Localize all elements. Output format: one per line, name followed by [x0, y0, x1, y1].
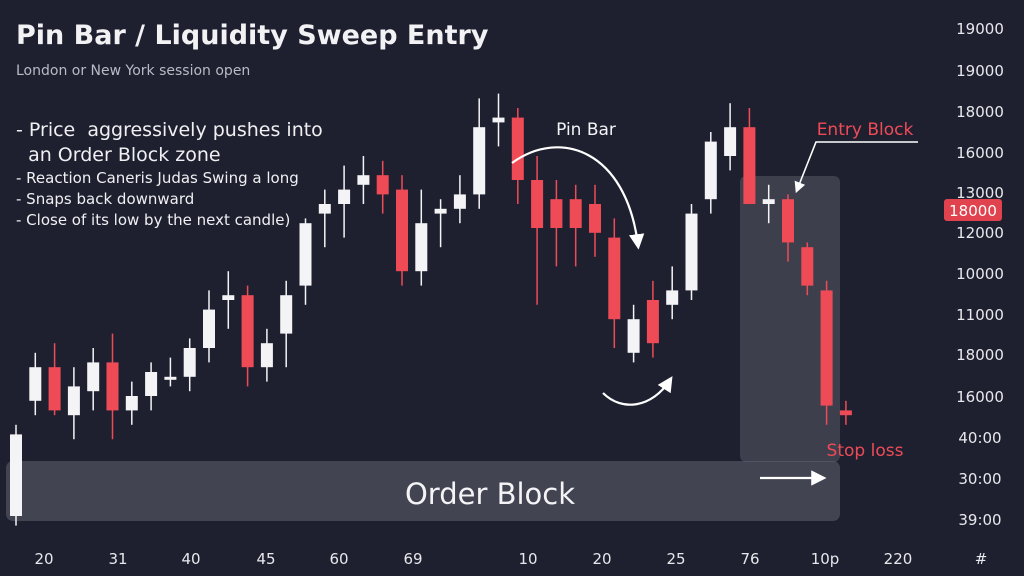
y-tick-label: 39:00: [958, 511, 1001, 529]
order-block-label: Order Block: [405, 477, 575, 511]
y-tick-label: 19000: [956, 62, 1004, 80]
bullish-candle: [260, 343, 273, 368]
bearish-candle: [589, 204, 601, 233]
x-tick-label: 60: [329, 550, 348, 568]
bearish-candle: [48, 367, 61, 411]
bullish-candle: [627, 319, 640, 353]
x-tick-label: 76: [740, 550, 759, 568]
bearish-candle: [608, 237, 621, 320]
x-tick-label: 20: [34, 550, 53, 568]
bullish-candle: [10, 434, 22, 516]
bullish-candle: [164, 376, 177, 380]
note-line: - Reaction Caneris Judas Swing a long: [16, 169, 299, 187]
order-block-zone: [6, 461, 840, 521]
entry-block-pointer: [794, 141, 918, 194]
bullish-candle: [125, 396, 138, 411]
bearish-candle: [782, 199, 794, 243]
x-tick-label: 40: [181, 550, 200, 568]
notes-list: - Price aggressively pushes into an Orde…: [16, 118, 376, 231]
y-tick-label: 12000: [956, 224, 1004, 242]
bullish-candle: [280, 295, 293, 334]
chart-title: Pin Bar / Liquidity Sweep Entry: [16, 20, 489, 51]
bullish-candle: [222, 295, 235, 300]
bullish-candle: [145, 372, 158, 396]
y-tick-label: 18000: [956, 103, 1004, 121]
note-line: - Close of its low by the next candle): [16, 211, 291, 229]
bullish-candle: [338, 189, 351, 204]
x-tick-label: 45: [256, 550, 275, 568]
bearish-candle: [241, 295, 254, 368]
bullish-candle: [87, 362, 100, 392]
bearish-candle: [531, 180, 544, 228]
y-tick-label: 19000: [956, 20, 1004, 38]
note-line: an Order Block zone: [16, 144, 221, 166]
entry-block-zone: [740, 176, 840, 462]
y-axis: 19000 19000 18000 16000 13000 12000 1000…: [956, 20, 1004, 529]
chart-subtitle: London or New York session open: [16, 63, 251, 79]
x-tick-label: 69: [403, 550, 422, 568]
bearish-candle: [569, 199, 582, 228]
bullish-candle: [299, 223, 312, 286]
bullish-candle: [29, 367, 42, 401]
bearish-candle: [396, 189, 408, 272]
bullish-candle: [453, 194, 466, 209]
bearish-candle: [801, 247, 814, 286]
entry-block-label: Entry Block: [817, 120, 914, 140]
x-tick-label: 10: [518, 550, 537, 568]
stop-loss-label: Stop loss: [827, 441, 904, 461]
y-tick-label: 30:00: [958, 470, 1001, 488]
bullish-candle: [473, 127, 486, 195]
x-tick-label: #: [975, 550, 988, 568]
bullish-candle: [685, 213, 698, 291]
y-tick-label: 16000: [956, 144, 1004, 162]
bullish-candle: [357, 175, 370, 185]
bearish-candle: [820, 290, 833, 406]
x-tick-label: 10p: [811, 550, 840, 568]
bullish-candle: [183, 348, 196, 377]
pin-bar-arrow: [511, 146, 645, 250]
bullish-candle: [762, 199, 775, 204]
pin-bar-label: Pin Bar: [556, 120, 616, 140]
y-tick-label: 13000: [956, 184, 1004, 202]
bullish-candle: [67, 386, 80, 416]
y-tick-label: 10000: [956, 265, 1004, 283]
bullish-candle: [492, 117, 505, 123]
bearish-candle: [743, 127, 756, 204]
y-tick-label: 40:00: [958, 429, 1001, 447]
bearish-candle: [646, 300, 659, 344]
bullish-candle: [434, 208, 447, 214]
x-tick-label: 20: [592, 550, 611, 568]
bullish-candle: [704, 141, 717, 200]
y-tick-label: 18000: [956, 346, 1004, 364]
bullish-candle: [415, 223, 428, 272]
bearish-candle: [106, 362, 119, 411]
y-tick-label: 16000: [956, 388, 1004, 406]
note-line: - Price aggressively pushes into: [16, 119, 323, 141]
x-tick-label: 25: [666, 550, 685, 568]
candles-group: [10, 93, 852, 526]
x-axis: 20 31 40 45 60 69 10 20 25 76 10p 220 #: [34, 550, 987, 568]
current-price-label: 18000: [949, 202, 997, 220]
bearish-candle: [511, 117, 524, 180]
x-tick-label: 220: [884, 550, 913, 568]
bullish-candle: [318, 204, 331, 214]
note-line: - Snaps back downward: [16, 190, 195, 208]
bounce-arrow: [602, 376, 673, 406]
bearish-candle: [376, 175, 389, 195]
bullish-candle: [203, 309, 215, 348]
bearish-candle: [839, 410, 852, 416]
bullish-candle: [666, 290, 679, 305]
bearish-candle: [550, 199, 563, 228]
bullish-candle: [724, 127, 737, 156]
y-tick-label: 11000: [956, 306, 1004, 324]
x-tick-label: 31: [108, 550, 127, 568]
current-price-tag: [944, 199, 1002, 221]
